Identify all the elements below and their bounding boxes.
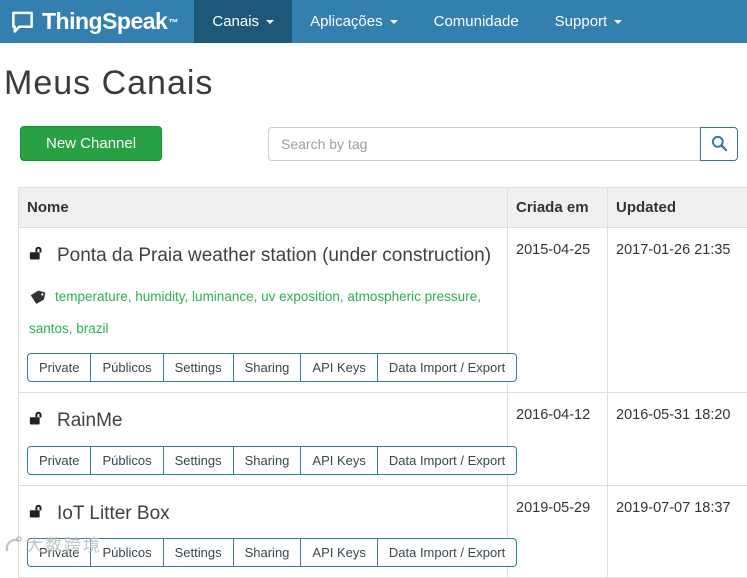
- channel-name: IoT Litter Box: [57, 503, 170, 524]
- unlock-icon: [29, 243, 46, 271]
- tag-search-group: [268, 127, 738, 161]
- nav-item-label: Canais: [212, 13, 259, 30]
- nav-item-label: Aplicações: [310, 13, 383, 30]
- chevron-down-icon: [614, 20, 622, 24]
- channel-actions: Private Públicos Settings Sharing API Ke…: [27, 446, 517, 475]
- data-import-export-button[interactable]: Data Import / Export: [378, 446, 517, 475]
- channel-link[interactable]: RainMe: [29, 407, 499, 436]
- search-input[interactable]: [268, 127, 701, 161]
- nav-item-comunidade[interactable]: Comunidade: [416, 0, 537, 43]
- updated-date: 2017-01-26 21:35: [608, 228, 747, 393]
- unlock-icon: [29, 501, 46, 529]
- publicos-button[interactable]: Públicos: [91, 446, 163, 475]
- private-button[interactable]: Private: [27, 446, 91, 475]
- created-date: 2016-04-12: [508, 392, 608, 485]
- nav-item-support[interactable]: Support: [537, 0, 641, 43]
- table-row: IoT Litter Box Private Públicos Settings…: [19, 485, 747, 578]
- channel-link[interactable]: IoT Litter Box: [29, 500, 499, 529]
- table-row: Ponta da Praia weather station (under co…: [19, 228, 747, 393]
- channel-name: Ponta da Praia weather station (under co…: [57, 245, 491, 266]
- table-row: RainMe Private Públicos Settings Sharing…: [19, 392, 747, 485]
- channels-table: Nome Criada em Updated Ponta da Praia we…: [18, 187, 747, 578]
- nav-item-label: Comunidade: [434, 13, 519, 30]
- sharing-button[interactable]: Sharing: [234, 538, 302, 567]
- created-date: 2019-05-29: [508, 485, 608, 578]
- api-keys-button[interactable]: API Keys: [301, 538, 377, 567]
- updated-date: 2016-05-31 18:20: [608, 392, 747, 485]
- column-header-criada-em: Criada em: [508, 188, 608, 228]
- api-keys-button[interactable]: API Keys: [301, 446, 377, 475]
- publicos-button[interactable]: Públicos: [91, 538, 163, 567]
- speech-bubble-logo-icon: [10, 9, 35, 34]
- new-channel-button[interactable]: New Channel: [20, 126, 162, 161]
- search-button[interactable]: [700, 127, 738, 161]
- channel-name-cell: IoT Litter Box Private Públicos Settings…: [19, 485, 508, 578]
- channel-name: RainMe: [57, 410, 122, 431]
- tag-icon: [29, 285, 46, 314]
- settings-button[interactable]: Settings: [164, 538, 234, 567]
- private-button[interactable]: Private: [27, 353, 91, 382]
- sharing-button[interactable]: Sharing: [234, 446, 302, 475]
- navbar-menu: Canais Aplicações Comunidade Support: [194, 0, 640, 43]
- table-header-row: Nome Criada em Updated: [19, 188, 747, 228]
- chevron-down-icon: [390, 20, 398, 24]
- publicos-button[interactable]: Públicos: [91, 353, 163, 382]
- trademark-symbol: ™: [168, 18, 178, 29]
- unlock-icon: [29, 408, 46, 436]
- nav-item-label: Support: [555, 13, 608, 30]
- sharing-button[interactable]: Sharing: [234, 353, 302, 382]
- data-import-export-button[interactable]: Data Import / Export: [378, 538, 517, 567]
- channel-actions: Private Públicos Settings Sharing API Ke…: [27, 353, 517, 382]
- channel-tags-list: temperature, humidity, luminance, uv exp…: [29, 289, 481, 336]
- column-header-nome: Nome: [19, 188, 508, 228]
- column-header-updated: Updated: [608, 188, 747, 228]
- page-title: Meus Canais: [4, 65, 747, 102]
- chevron-down-icon: [266, 20, 274, 24]
- channel-link[interactable]: Ponta da Praia weather station (under co…: [29, 242, 499, 271]
- search-icon: [711, 135, 728, 152]
- channel-name-cell: RainMe Private Públicos Settings Sharing…: [19, 392, 508, 485]
- settings-button[interactable]: Settings: [164, 353, 234, 382]
- settings-button[interactable]: Settings: [164, 446, 234, 475]
- api-keys-button[interactable]: API Keys: [301, 353, 377, 382]
- channel-actions: Private Públicos Settings Sharing API Ke…: [27, 538, 517, 567]
- channel-tags[interactable]: temperature, humidity, luminance, uv exp…: [29, 282, 499, 343]
- private-button[interactable]: Private: [27, 538, 91, 567]
- updated-date: 2019-07-07 18:37: [608, 485, 747, 578]
- data-import-export-button[interactable]: Data Import / Export: [378, 353, 517, 382]
- channels-toolbar: New Channel: [20, 126, 738, 161]
- nav-item-canais[interactable]: Canais: [194, 0, 292, 43]
- created-date: 2015-04-25: [508, 228, 608, 393]
- brand-name: ThingSpeak: [42, 8, 167, 35]
- channel-name-cell: Ponta da Praia weather station (under co…: [19, 228, 508, 393]
- nav-item-aplicacoes[interactable]: Aplicações: [292, 0, 416, 43]
